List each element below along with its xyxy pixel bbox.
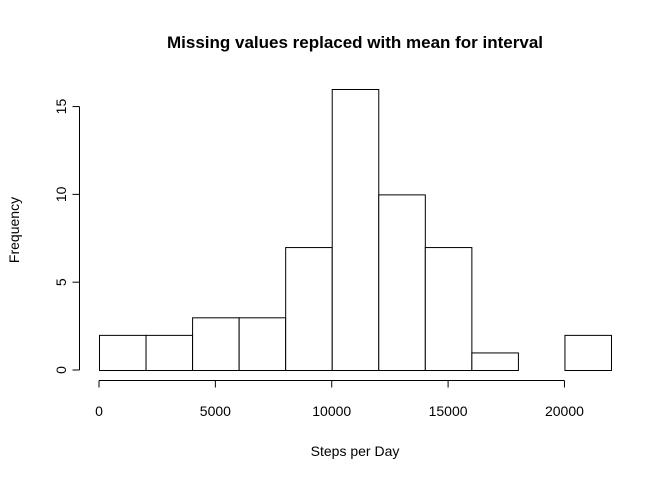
x-tick-label: 15000 <box>429 403 468 419</box>
histogram-bar <box>378 194 426 371</box>
x-axis: 0 5000 10000 15000 20000 <box>95 380 584 419</box>
chart-title: Missing values replaced with mean for in… <box>167 33 543 52</box>
histogram-bar <box>285 247 333 371</box>
y-tick-label: 15 <box>53 99 69 115</box>
histogram-bar <box>99 334 147 371</box>
x-tick-label: 5000 <box>200 403 231 419</box>
x-tick-label: 10000 <box>312 403 351 419</box>
x-tick-label: 0 <box>95 403 103 419</box>
histogram-bar <box>331 89 380 371</box>
y-tick-label: 0 <box>53 366 69 374</box>
histogram-bar <box>564 334 612 371</box>
histogram-bar <box>424 247 473 371</box>
y-axis: 0 5 10 15 <box>53 99 80 374</box>
y-tick-label: 5 <box>53 278 69 286</box>
x-axis-label: Steps per Day <box>311 443 400 459</box>
y-tick-label: 10 <box>53 186 69 202</box>
histogram-bar <box>192 317 240 371</box>
histogram-bar <box>238 317 287 371</box>
x-tick-label: 20000 <box>545 403 584 419</box>
y-axis-label: Frequency <box>6 197 22 263</box>
histogram-bar <box>471 352 519 371</box>
histogram-bar <box>145 334 194 371</box>
bars-group <box>99 89 612 371</box>
